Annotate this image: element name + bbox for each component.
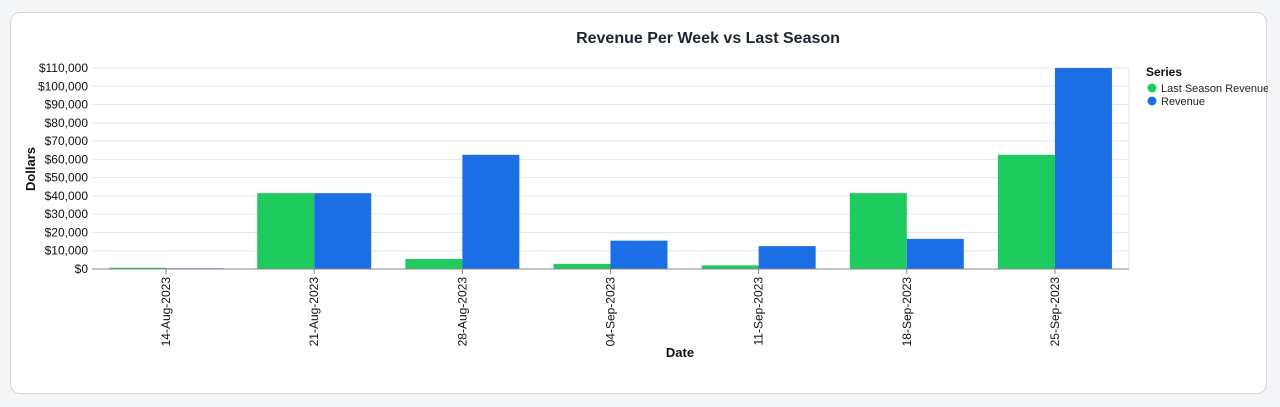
legend-title: Series bbox=[1146, 65, 1182, 79]
x-tick-label: 21-Aug-2023 bbox=[307, 277, 321, 347]
legend-label: Revenue bbox=[1161, 96, 1205, 108]
y-tick-label: $60,000 bbox=[45, 152, 89, 166]
x-tick-label: 11-Sep-2023 bbox=[752, 277, 766, 346]
bar-last-season-revenue[interactable] bbox=[405, 258, 463, 269]
bar-last-season-revenue[interactable] bbox=[997, 154, 1055, 269]
bar-last-season-revenue[interactable] bbox=[701, 265, 759, 269]
bar-revenue[interactable] bbox=[610, 240, 668, 269]
chart-title: Revenue Per Week vs Last Season bbox=[576, 30, 840, 47]
y-tick-label: $70,000 bbox=[45, 134, 89, 148]
bar-revenue[interactable] bbox=[758, 246, 816, 269]
y-tick-label: $40,000 bbox=[45, 189, 89, 203]
bar-revenue[interactable] bbox=[906, 238, 964, 269]
gridlines bbox=[92, 67, 1130, 270]
bar-revenue[interactable] bbox=[314, 193, 372, 269]
y-tick-label: $0 bbox=[75, 262, 89, 276]
bar-last-season-revenue[interactable] bbox=[553, 263, 611, 269]
y-tick-label: $80,000 bbox=[45, 116, 89, 130]
y-tick-label: $50,000 bbox=[45, 171, 89, 185]
legend-swatch bbox=[1147, 96, 1157, 106]
bar-revenue[interactable] bbox=[1054, 68, 1112, 269]
legend-swatch bbox=[1147, 83, 1157, 93]
y-tick-label: $110,000 bbox=[39, 61, 88, 75]
bar-chart: Revenue Per Week vs Last Season $0 $10,00… bbox=[23, 30, 1269, 360]
y-tick-label: $90,000 bbox=[45, 98, 89, 112]
x-axis-title: Date bbox=[666, 345, 694, 360]
bar-last-season-revenue[interactable] bbox=[257, 193, 315, 269]
x-tick-label: 14-Aug-2023 bbox=[159, 277, 173, 347]
bars bbox=[109, 68, 1112, 269]
y-tick-label: $100,000 bbox=[38, 79, 88, 93]
x-tick-label: 18-Sep-2023 bbox=[900, 277, 914, 347]
y-tick-label: $20,000 bbox=[45, 225, 89, 239]
legend-label: Last Season Revenue bbox=[1161, 83, 1268, 95]
bar-last-season-revenue[interactable] bbox=[109, 267, 167, 269]
bar-last-season-revenue[interactable] bbox=[849, 193, 907, 269]
axes: $0 $10,000 $20,000 $30,000 $40,000 $50,000 $60… bbox=[38, 61, 1129, 346]
x-tick-label: 04-Sep-2023 bbox=[604, 277, 618, 347]
bar-revenue[interactable] bbox=[462, 154, 520, 269]
x-tick-label: 25-Sep-2023 bbox=[1048, 277, 1062, 347]
chart-card: Revenue Per Week vs Last Season $0 $10,00… bbox=[10, 12, 1269, 394]
y-tick-label: $10,000 bbox=[45, 244, 89, 258]
y-axis-title: Dollars bbox=[23, 147, 38, 191]
y-tick-label: $30,000 bbox=[45, 207, 89, 221]
x-tick-label: 28-Aug-2023 bbox=[455, 277, 469, 347]
